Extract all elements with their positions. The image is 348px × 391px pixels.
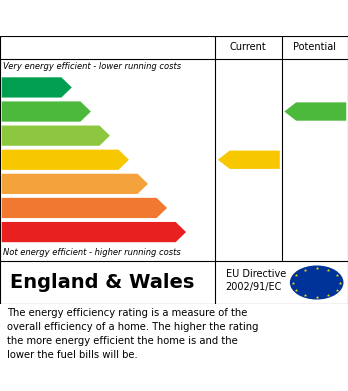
Polygon shape [2,126,110,146]
Text: F: F [155,201,165,215]
Polygon shape [2,198,167,218]
Text: D: D [116,153,128,167]
Polygon shape [284,102,346,121]
Text: England & Wales: England & Wales [10,273,195,292]
Text: (55-68): (55-68) [7,155,38,164]
Text: B: B [79,104,89,118]
Polygon shape [2,101,91,122]
Text: EU Directive
2002/91/EC: EU Directive 2002/91/EC [226,269,286,292]
Polygon shape [2,77,72,97]
Text: G: G [173,225,185,239]
Text: (92-100): (92-100) [7,83,44,92]
Polygon shape [2,150,129,170]
Text: (1-20): (1-20) [7,228,33,237]
Text: (39-54): (39-54) [7,179,38,188]
Ellipse shape [291,266,343,299]
Text: Not energy efficient - higher running costs: Not energy efficient - higher running co… [3,248,181,257]
Text: E: E [136,177,146,191]
Text: C: C [98,129,108,143]
Polygon shape [218,151,280,169]
Text: Potential: Potential [293,42,336,52]
Polygon shape [2,222,186,242]
Text: 62: 62 [250,153,267,166]
Text: The energy efficiency rating is a measure of the
overall efficiency of a home. T: The energy efficiency rating is a measur… [7,308,259,361]
Text: (81-91): (81-91) [7,107,38,116]
Text: A: A [60,81,70,95]
Text: (69-80): (69-80) [7,131,38,140]
Text: (21-38): (21-38) [7,203,38,212]
Text: 82: 82 [316,105,333,118]
Text: Very energy efficient - lower running costs: Very energy efficient - lower running co… [3,63,182,72]
Text: Current: Current [230,42,267,52]
Polygon shape [2,174,148,194]
Text: Energy Efficiency Rating: Energy Efficiency Rating [14,9,243,27]
